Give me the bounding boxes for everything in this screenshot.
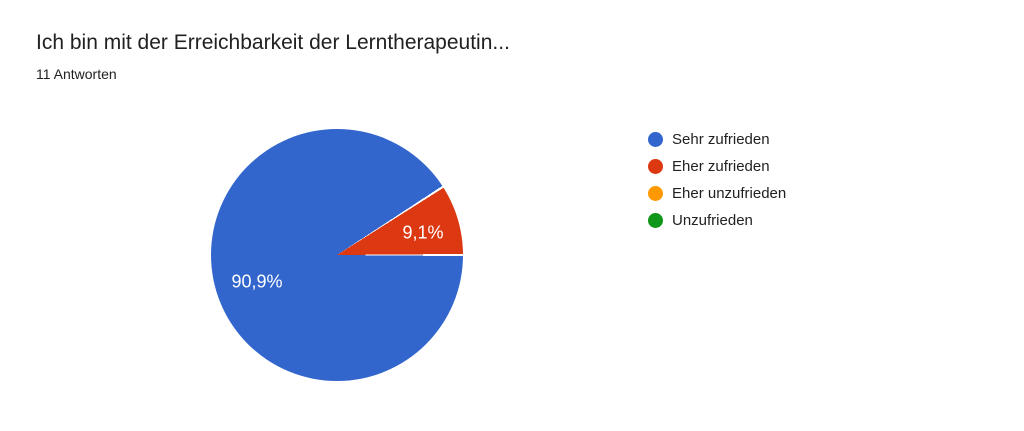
legend-color-dot (648, 132, 663, 147)
legend-item-label: Sehr zufrieden (672, 131, 770, 148)
legend-item-unzufrieden: Unzufrieden (648, 207, 786, 234)
pie-slice-label-sehr-zufrieden: 90,9% (231, 271, 283, 292)
legend-item-sehr-zufrieden: Sehr zufrieden (648, 126, 786, 153)
legend-item-label: Eher zufrieden (672, 158, 770, 175)
legend-item-label: Unzufrieden (672, 212, 753, 229)
chart-legend: Sehr zufrieden Eher zufrieden Eher unzuf… (648, 126, 786, 234)
legend-color-dot (648, 159, 663, 174)
question-title: Ich bin mit der Erreichbarkeit der Lernt… (36, 31, 510, 54)
legend-color-dot (648, 213, 663, 228)
legend-item-eher-zufrieden: Eher zufrieden (648, 153, 786, 180)
responses-count: 11 Antworten (36, 66, 117, 82)
legend-item-eher-unzufrieden: Eher unzufrieden (648, 180, 786, 207)
pie-chart: 90,9% 9,1% (211, 129, 463, 381)
pie-slice-label-eher-zufrieden: 9,1% (402, 222, 444, 243)
legend-color-dot (648, 186, 663, 201)
legend-item-label: Eher unzufrieden (672, 185, 787, 202)
